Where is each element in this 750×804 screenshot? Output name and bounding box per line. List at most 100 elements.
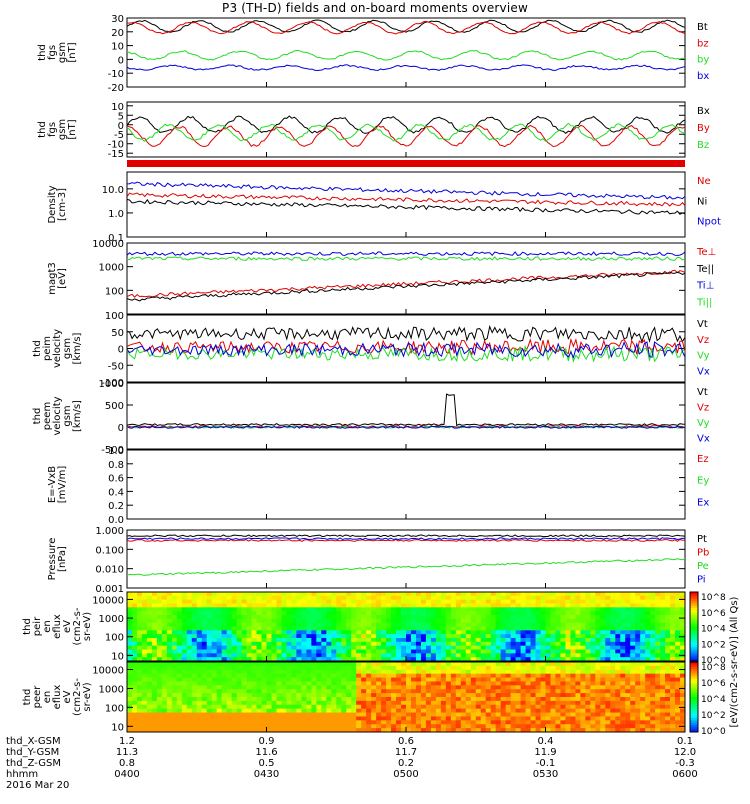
heatmap-cell (516, 662, 521, 666)
heatmap-cell (152, 604, 157, 608)
heatmap-cell (237, 623, 242, 627)
heatmap-cell (486, 650, 491, 654)
heatmap-cell (276, 638, 281, 642)
heatmap-cell (431, 596, 436, 600)
heatmap-cell (267, 666, 272, 670)
heatmap-cell (521, 653, 526, 657)
heatmap-cell (182, 709, 187, 713)
heatmap-cell (486, 689, 491, 693)
heatmap-cell (306, 642, 311, 646)
heatmap-cell (296, 642, 301, 646)
heatmap-cell (476, 592, 481, 596)
heatmap-cell (331, 650, 336, 654)
heatmap-cell (635, 653, 640, 657)
heatmap-cell (426, 604, 431, 608)
heatmap-cell (650, 596, 655, 600)
heatmap-cell (471, 642, 476, 646)
heatmap-cell (466, 674, 471, 678)
heatmap-cell (222, 627, 227, 631)
heatmap-cell (615, 681, 620, 685)
heatmap-cell (232, 623, 237, 627)
heatmap-cell (162, 619, 167, 623)
heatmap-cell (481, 646, 486, 650)
heatmap-cell (461, 611, 466, 615)
heatmap-cell (461, 653, 466, 657)
heatmap-cell (565, 670, 570, 674)
heatmap-cell (262, 689, 267, 693)
heatmap-cell (411, 623, 416, 627)
heatmap-cell (630, 681, 635, 685)
heatmap-cell (595, 600, 600, 604)
heatmap-cell (276, 713, 281, 717)
heatmap-cell (271, 638, 276, 642)
heatmap-cell (506, 701, 511, 705)
heatmap-cell (361, 693, 366, 697)
legend-entry: Te⊥ (696, 247, 716, 258)
footer-value: 0.4 (538, 736, 554, 747)
heatmap-cell (526, 634, 531, 638)
heatmap-cell (560, 627, 565, 631)
heatmap-cell (546, 709, 551, 713)
heatmap-cell (137, 592, 142, 596)
heatmap-cell (511, 666, 516, 670)
heatmap-cell (152, 716, 157, 720)
heatmap-cell (162, 607, 167, 611)
heatmap-cell (660, 634, 665, 638)
heatmap-cell (441, 689, 446, 693)
heatmap-cell (147, 701, 152, 705)
heatmap-cell (615, 662, 620, 666)
heatmap-cell (630, 701, 635, 705)
heatmap-cell (316, 596, 321, 600)
heatmap-cell (526, 720, 531, 724)
heatmap-cell (267, 627, 272, 631)
heatmap-cell (232, 681, 237, 685)
heatmap-cell (336, 634, 341, 638)
heatmap-cell (351, 630, 356, 634)
heatmap-cell (257, 623, 262, 627)
heatmap-cell (326, 713, 331, 717)
heatmap-cell (461, 670, 466, 674)
heatmap-cell (501, 600, 506, 604)
heatmap-cell (351, 662, 356, 666)
heatmap-cell (630, 689, 635, 693)
heatmap-cell (262, 713, 267, 717)
heatmap-cell (291, 720, 296, 724)
heatmap-cell (356, 724, 361, 728)
heatmap-cell (605, 607, 610, 611)
heatmap-cell (296, 724, 301, 728)
heatmap-cell (511, 600, 516, 604)
heatmap-cell (451, 627, 456, 631)
heatmap-cell (252, 689, 257, 693)
heatmap-cell (257, 619, 262, 623)
heatmap-cell (456, 634, 461, 638)
heatmap-cell (411, 650, 416, 654)
heatmap-cell (506, 689, 511, 693)
heatmap-cell (421, 592, 426, 596)
heatmap-cell (501, 666, 506, 670)
heatmap-cell (451, 596, 456, 600)
heatmap-cell (506, 685, 511, 689)
heatmap-cell (660, 604, 665, 608)
heatmap-cell (351, 674, 356, 678)
heatmap-cell (461, 689, 466, 693)
heatmap-cell (242, 596, 247, 600)
heatmap-cell (346, 646, 351, 650)
heatmap-cell (316, 674, 321, 678)
heatmap-cell (346, 619, 351, 623)
heatmap-cell (625, 607, 630, 611)
heatmap-cell (461, 607, 466, 611)
heatmap-cell (456, 693, 461, 697)
heatmap-cell (590, 592, 595, 596)
heatmap-cell (536, 653, 541, 657)
heatmap-cell (431, 678, 436, 682)
heatmap-cell (496, 638, 501, 642)
heatmap-cell (481, 716, 486, 720)
heatmap-cell (491, 615, 496, 619)
heatmap-cell (341, 627, 346, 631)
heatmap-cell (585, 713, 590, 717)
heatmap-cell (451, 693, 456, 697)
heatmap-cell (640, 634, 645, 638)
heatmap-cell (132, 693, 137, 697)
heatmap-cell (516, 646, 521, 650)
heatmap-cell (421, 630, 426, 634)
